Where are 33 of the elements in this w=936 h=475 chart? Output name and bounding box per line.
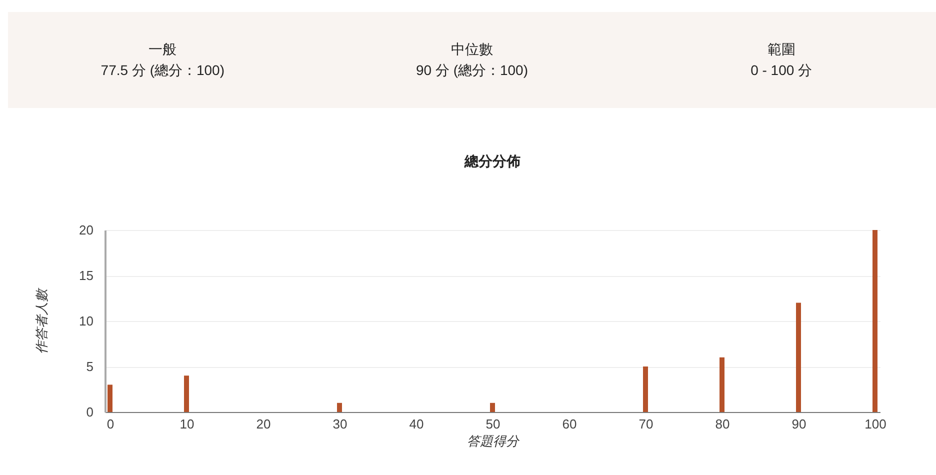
x-tick-label: 80 bbox=[715, 416, 730, 432]
x-tick-label: 40 bbox=[409, 416, 424, 432]
bar bbox=[796, 302, 801, 412]
text: 範圍 bbox=[766, 40, 796, 59]
bar bbox=[108, 384, 112, 412]
y-tick-label: 15 bbox=[79, 268, 94, 283]
y-tick-label: 0 bbox=[86, 404, 94, 420]
x-tick-label: 30 bbox=[332, 416, 348, 432]
text: 77.5 分 (總分：100) bbox=[100, 61, 226, 80]
x-tick-label: 90 bbox=[792, 416, 806, 432]
y-tick-label: 20 bbox=[79, 222, 94, 238]
chart-title: 總分分佈 bbox=[464, 153, 520, 169]
text: 一般 bbox=[148, 40, 178, 59]
bar bbox=[872, 230, 878, 412]
y-axis-title: 作答者人數 bbox=[34, 287, 50, 354]
text: 中位數 bbox=[450, 40, 494, 59]
x-tick-label: 10 bbox=[180, 416, 194, 432]
y-tick-label: 5 bbox=[86, 359, 94, 374]
bar bbox=[720, 357, 724, 412]
text: 0 - 100 分 bbox=[750, 61, 814, 80]
text: 90 分 (總分：100) bbox=[414, 61, 530, 80]
x-tick-label: 60 bbox=[562, 416, 577, 432]
x-tick-label: 70 bbox=[638, 416, 654, 432]
x-axis-title: 答題得分 bbox=[467, 434, 520, 448]
x-tick-label: 50 bbox=[486, 416, 500, 432]
bar bbox=[490, 402, 495, 412]
x-tick-label: 20 bbox=[256, 416, 271, 432]
bar bbox=[184, 376, 189, 412]
bar bbox=[643, 366, 648, 412]
x-tick-label: 100 bbox=[864, 416, 886, 432]
bar bbox=[337, 402, 342, 412]
x-tick-label: 0 bbox=[106, 416, 114, 432]
y-tick-label: 10 bbox=[79, 314, 94, 328]
